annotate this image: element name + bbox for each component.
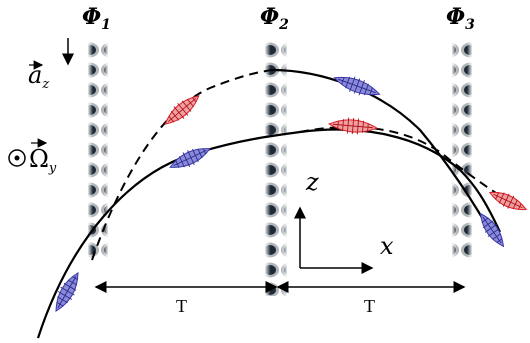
- svg-text:az: az: [28, 61, 49, 92]
- laser-beam-2: [265, 40, 287, 296]
- interval-1-label: T: [176, 296, 187, 316]
- wavepacket-blue-1: [55, 272, 79, 312]
- wavepacket-blue-2: [169, 148, 211, 168]
- trajectory-upper-solid: [271, 68, 496, 241]
- rotation-indicator: Ωy: [8, 138, 57, 176]
- laser-beam-1: [88, 40, 108, 262]
- wavepacket-red-1: [164, 95, 200, 125]
- acceleration-indicator: az: [28, 38, 74, 92]
- trajectory-lower-dashed: [299, 126, 516, 206]
- coordinate-axes: z x: [294, 168, 394, 274]
- axis-x-label: x: [380, 232, 394, 260]
- phi1-label: Φ1: [82, 4, 111, 33]
- interval-2-label: T: [364, 296, 375, 316]
- wavepacket-blue-3: [333, 76, 381, 96]
- laser-beam-3: [452, 40, 472, 262]
- wavepacket-red-2: [327, 117, 379, 135]
- wavepacket-blue-4: [479, 212, 505, 248]
- interval-2: T: [276, 281, 466, 316]
- axis-z-label: z: [305, 168, 319, 196]
- trajectory-upper-dashed: [91, 69, 273, 261]
- out-of-page-icon: [8, 149, 26, 167]
- svg-text:Ωy: Ωy: [29, 145, 57, 176]
- trajectory-lower-solid: [36, 128, 501, 339]
- phi2-label: Φ2: [260, 4, 289, 33]
- phi3-label: Φ3: [446, 4, 475, 33]
- interval-1: T: [94, 281, 278, 316]
- wavepacket-red-3: [488, 191, 528, 211]
